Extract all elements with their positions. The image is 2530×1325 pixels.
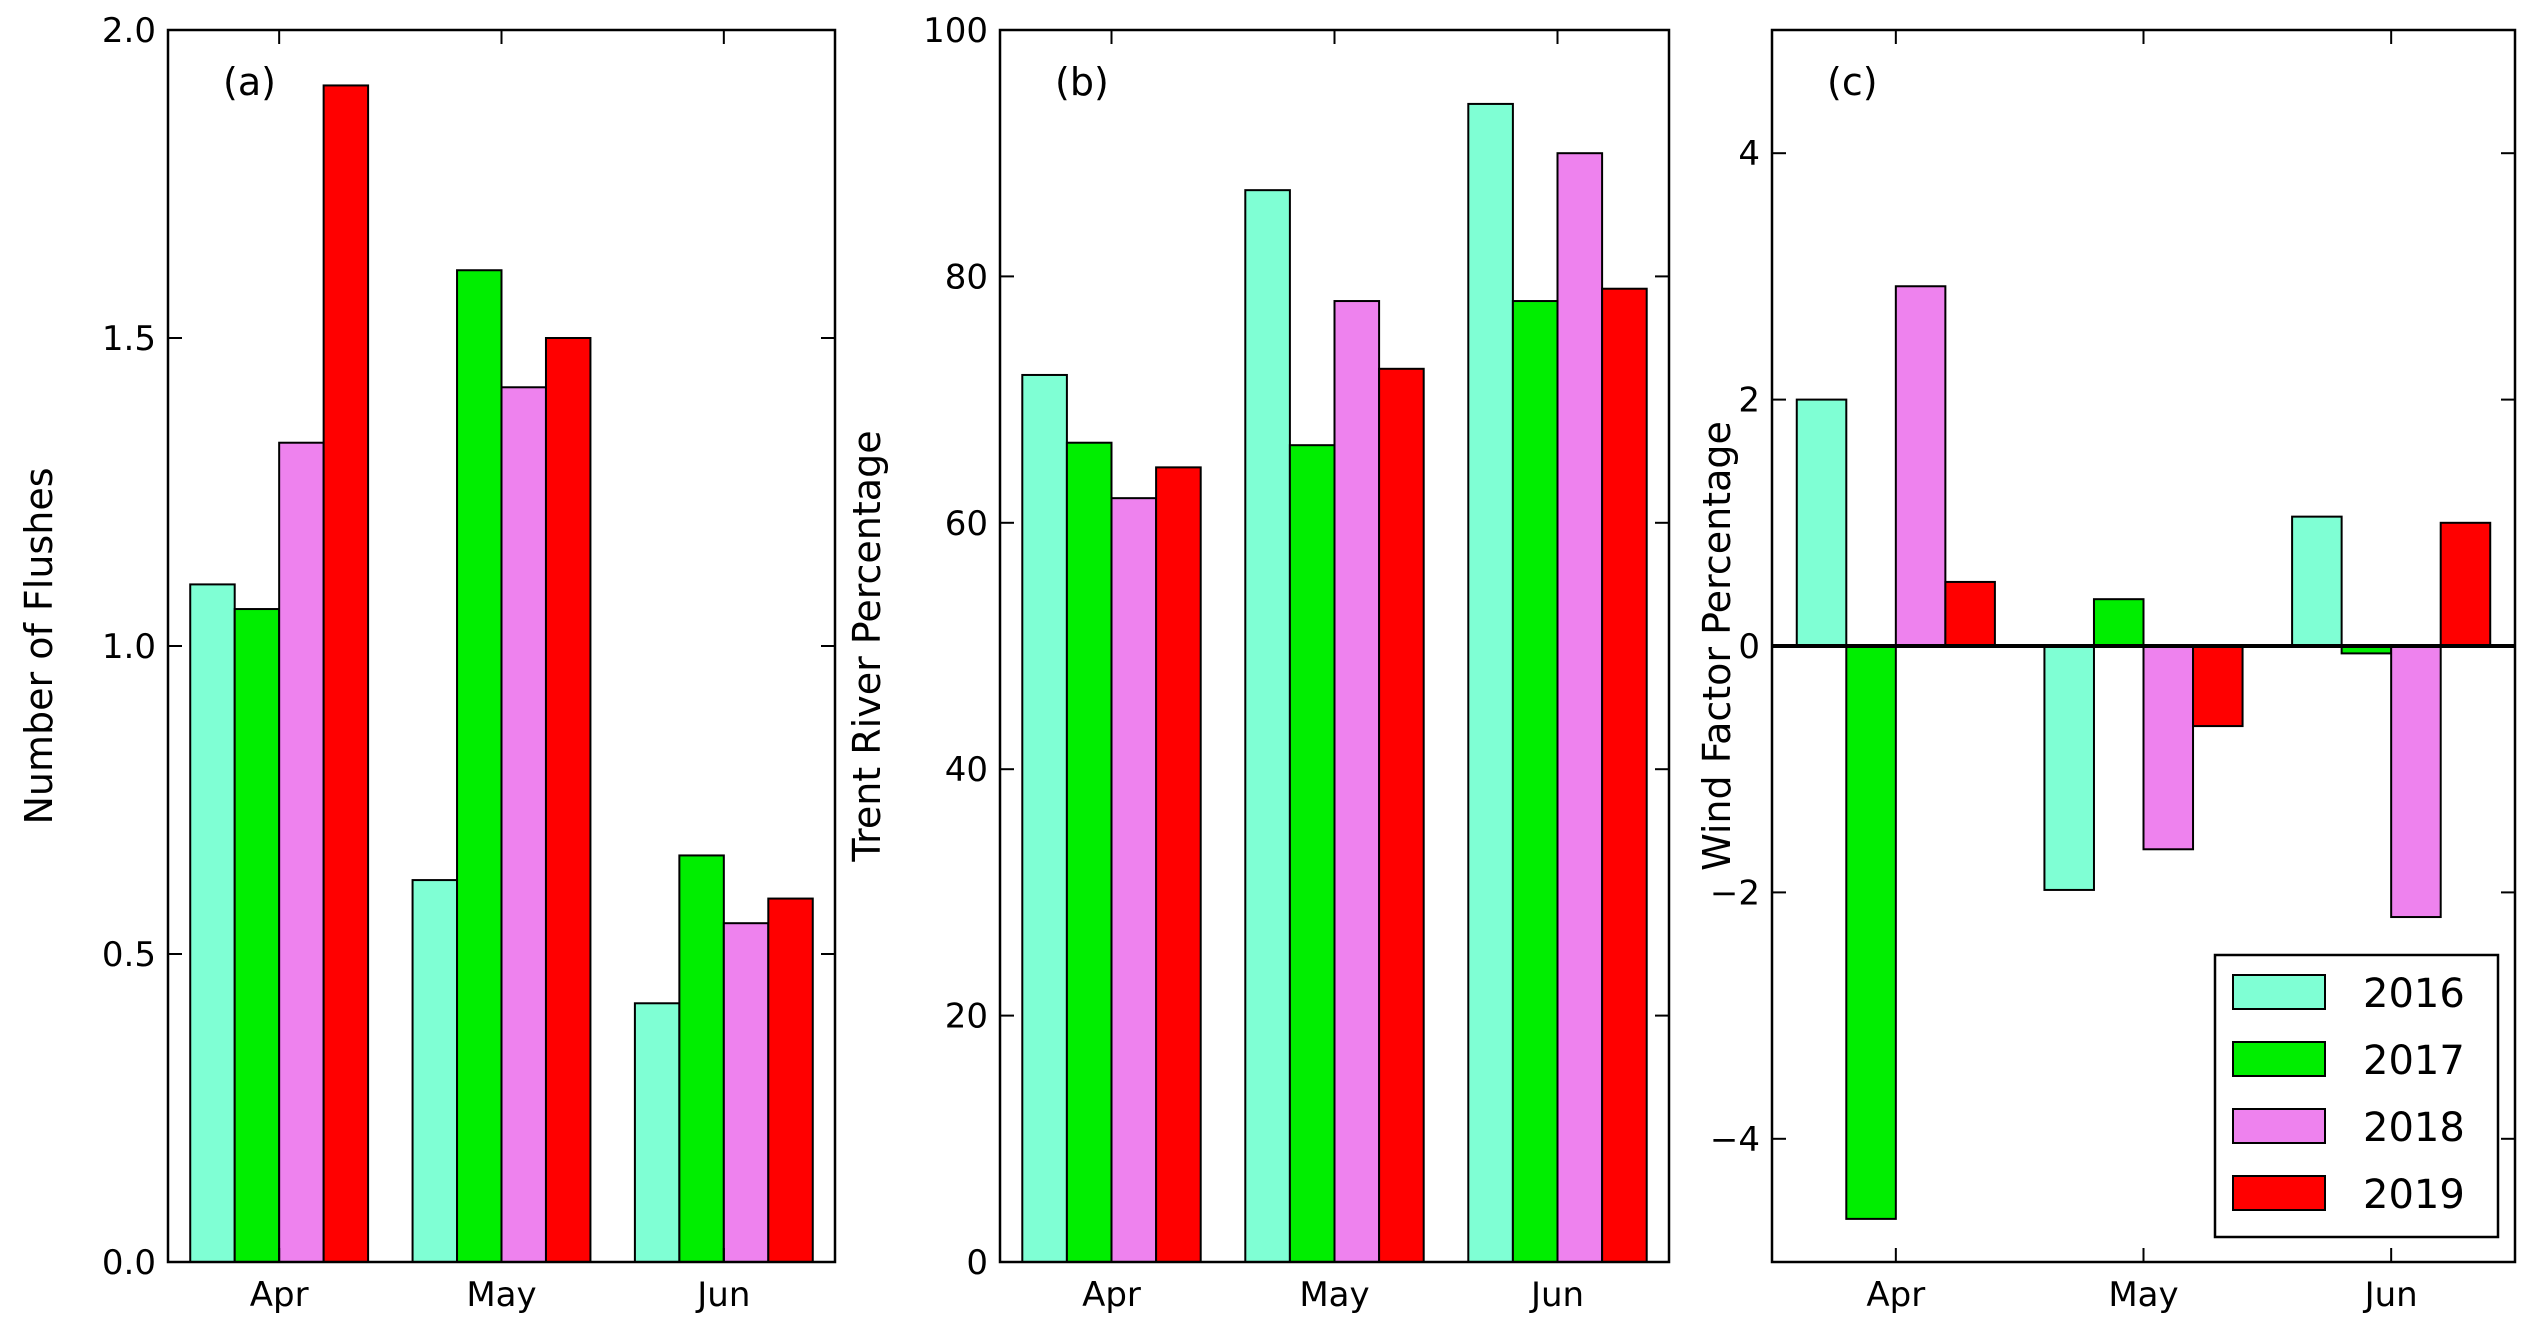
bar-c-jun-2019	[2439, 521, 2492, 647]
bar-c-may-2016	[2043, 645, 2095, 891]
ytick-label-a: 1.5	[102, 319, 156, 359]
ytick-label-a: 2.0	[102, 11, 156, 51]
bar-b-apr-2018	[1110, 497, 1158, 1264]
ytick-label-c: 4	[1738, 134, 1760, 174]
legend-swatch-2016	[2232, 974, 2326, 1010]
bar-b-may-2016	[1244, 189, 1291, 1263]
bar-a-jun-2016	[633, 1002, 681, 1264]
ytick-label-c: 2	[1738, 381, 1760, 421]
bar-a-jun-2019	[767, 897, 814, 1263]
ytick-label-b: 100	[923, 11, 988, 51]
ytick-label-b: 40	[945, 750, 988, 790]
bar-a-apr-2018	[278, 441, 325, 1264]
xtick-label-c-may: May	[2108, 1275, 2178, 1315]
xtick-label-a-jun: Jun	[695, 1275, 750, 1315]
bar-c-apr-2016	[1795, 398, 1848, 647]
ytick-label-b: 20	[945, 997, 988, 1037]
bar-b-jun-2016	[1467, 102, 1514, 1263]
bar-b-may-2017	[1288, 444, 1336, 1263]
panel-label-a: (a)	[223, 60, 276, 104]
bar-b-may-2018	[1333, 300, 1381, 1264]
xtick-label-b-may: May	[1299, 1275, 1369, 1315]
bar-c-may-2017	[2092, 598, 2145, 648]
ytick-label-c: 0	[1738, 627, 1760, 667]
legend-swatch-2017	[2232, 1041, 2326, 1077]
bar-c-jun-2016	[2291, 515, 2343, 648]
bar-a-may-2017	[456, 269, 503, 1263]
xtick-label-b-apr: Apr	[1082, 1275, 1141, 1315]
panel-c-wind-factor: −4 −2 0 2 4 Apr May Jun Wind Factor Percentage (c…	[1695, 28, 2517, 1315]
xtick-label-a-may: May	[466, 1275, 536, 1315]
bar-a-jun-2017	[678, 854, 725, 1263]
bar-b-jun-2019	[1601, 287, 1648, 1264]
ytick-label-b: 80	[945, 257, 988, 297]
legend-label-2017: 2017	[2363, 1038, 2465, 1084]
panel-label-c: (c)	[1827, 60, 1878, 104]
ytick-label-b: 0	[966, 1243, 988, 1283]
bar-c-may-2018	[2142, 645, 2195, 851]
bar-c-jun-2018	[2390, 645, 2442, 919]
bar-b-apr-2017	[1065, 441, 1113, 1264]
bar-b-apr-2016	[1021, 373, 1068, 1263]
ylabel-a: Number of Flushes	[17, 468, 61, 825]
bar-a-may-2016	[411, 879, 459, 1264]
panel-label-b: (b)	[1055, 60, 1109, 104]
bar-a-jun-2018	[722, 922, 770, 1263]
xtick-label-c-apr: Apr	[1866, 1275, 1925, 1315]
bar-a-apr-2017	[233, 608, 281, 1263]
legend-swatch-2018	[2232, 1108, 2326, 1144]
panel-b-trent-river: 0 20 40 60 80 100 Apr May Jun Trent River Percent…	[845, 11, 1671, 1315]
panel-a-flushes: 0.0 0.5 1.0 1.5 2.0 Apr May Jun Number of Flushe…	[17, 11, 837, 1315]
ytick-label-c: −2	[1710, 873, 1760, 913]
bar-a-apr-2016	[189, 583, 236, 1263]
bar-b-may-2019	[1378, 367, 1425, 1263]
bar-b-jun-2018	[1556, 152, 1604, 1264]
ylabel-b: Trent River Percentage	[845, 430, 889, 862]
bar-b-jun-2017	[1511, 300, 1559, 1264]
ytick-label-c: −4	[1710, 1120, 1760, 1160]
legend-label-2016: 2016	[2363, 971, 2465, 1017]
ytick-label-a: 0.5	[102, 935, 156, 975]
ytick-label-b: 60	[945, 504, 988, 544]
ytick-label-a: 0.0	[102, 1243, 156, 1283]
xtick-label-c-jun: Jun	[2363, 1275, 2418, 1315]
bar-c-may-2019	[2192, 645, 2244, 728]
ylabel-c: Wind Factor Percentage	[1695, 421, 1739, 871]
bar-a-may-2019	[544, 337, 592, 1263]
legend-swatch-2019	[2232, 1175, 2326, 1211]
bar-c-apr-2018	[1894, 285, 1947, 647]
bar-b-apr-2019	[1155, 466, 1202, 1263]
legend-label-2019: 2019	[2363, 1172, 2465, 1218]
bar-c-apr-2017	[1845, 645, 1897, 1220]
xtick-label-b-jun: Jun	[1529, 1275, 1584, 1315]
xtick-label-a-apr: Apr	[250, 1275, 309, 1315]
legend-label-2018: 2018	[2363, 1105, 2465, 1151]
bar-c-apr-2019	[1944, 580, 1996, 647]
ytick-label-a: 1.0	[102, 627, 156, 667]
bar-a-may-2018	[500, 386, 547, 1263]
bar-a-apr-2019	[322, 84, 370, 1264]
